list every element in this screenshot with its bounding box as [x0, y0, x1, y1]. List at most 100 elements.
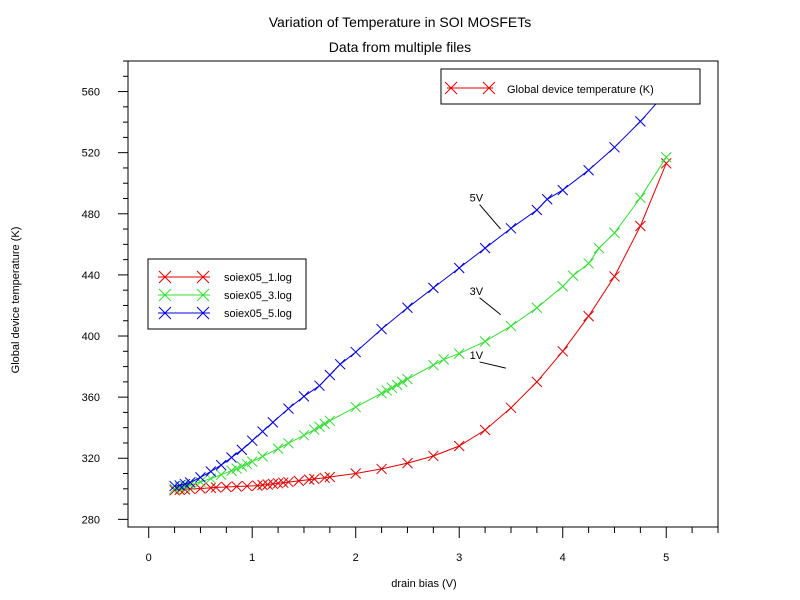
data-point: [531, 302, 543, 314]
legend-item-soiex05_1.log: soiex05_1.log: [158, 270, 292, 284]
data-point: [257, 479, 268, 491]
data-point: [427, 359, 439, 371]
legend-main: Global device temperature (K): [440, 68, 701, 105]
y-tick-label: 560: [82, 87, 100, 99]
data-point: [635, 220, 646, 232]
data-point: [283, 403, 294, 414]
y-tick-label: 400: [82, 331, 100, 343]
series-soiex05_1.log: [169, 158, 672, 496]
y-tick-label: 360: [82, 392, 100, 404]
data-point: [298, 429, 310, 441]
data-point: [583, 258, 594, 269]
data-point: [324, 471, 336, 483]
data-point: [195, 476, 206, 488]
data-point: [660, 151, 672, 163]
data-point: [283, 476, 294, 488]
data-point: [246, 456, 258, 467]
data-point: [236, 460, 248, 472]
data-point: [293, 475, 305, 487]
data-point: [438, 354, 450, 365]
data-point: [205, 466, 217, 477]
data-point: [453, 348, 465, 359]
data-point: [609, 141, 620, 153]
series-line: [174, 157, 667, 490]
y-tick-label: 280: [82, 514, 100, 526]
data-point: [308, 424, 320, 436]
data-point: [308, 473, 320, 485]
data-point: [319, 418, 331, 430]
legend-marker: [196, 288, 210, 302]
data-point: [231, 463, 243, 474]
data-point: [402, 373, 413, 385]
data-point: [241, 458, 253, 470]
y-tick-label: 520: [82, 148, 100, 160]
data-point: [402, 457, 413, 469]
data-point: [324, 369, 336, 381]
axes: 280 320 360 400 440 480 520 560 0 1 2 3 4 5: [82, 60, 719, 564]
data-point: [505, 402, 517, 414]
data-point: [609, 227, 620, 239]
legend-main-marker: [444, 81, 458, 95]
data-point: [557, 345, 569, 357]
data-point: [272, 443, 284, 454]
data-point: [583, 310, 594, 322]
legend-main-label: Global device temperature (K): [507, 84, 654, 96]
legend-series-items: soiex05_1.log soiex05_3.log soiex05_5.log: [158, 270, 292, 320]
data-point: [350, 346, 362, 358]
data-point: [314, 421, 325, 433]
annotation-label: 3V: [470, 286, 484, 298]
data-point: [215, 469, 227, 481]
legend-item-soiex05_3.log: soiex05_3.log: [158, 288, 292, 302]
data-point: [319, 472, 331, 484]
data-point: [381, 385, 393, 396]
x-tick-label: 5: [663, 552, 669, 564]
legend-marker: [158, 306, 172, 320]
data-point: [505, 222, 517, 234]
annotation-pointer: [479, 204, 502, 230]
legend-marker: [196, 270, 210, 284]
legend-item-soiex05_5.log: soiex05_5.log: [158, 306, 292, 320]
data-point: [226, 452, 237, 463]
data-point: [241, 480, 253, 492]
data-point: [505, 320, 517, 332]
data-point: [272, 477, 284, 489]
x-tick-label: 4: [560, 552, 566, 564]
legend-marker: [196, 306, 210, 320]
data-point: [391, 379, 403, 391]
data-point: [402, 302, 413, 314]
data-point: [169, 480, 180, 492]
chart-title: Variation of Temperature in SOI MOSFETs: [269, 14, 531, 30]
data-point: [246, 435, 258, 447]
y-tick-label: 320: [82, 453, 100, 465]
legend-series-box: [147, 258, 307, 330]
data-point: [531, 376, 543, 388]
data-point: [635, 115, 646, 127]
data-point: [257, 426, 268, 437]
annotation-pointer: [479, 297, 501, 316]
data-point: [376, 387, 387, 399]
data-point: [453, 440, 465, 452]
data-point: [210, 482, 222, 493]
data-point: [567, 270, 579, 282]
annotation-layer: 5V 3V 1V: [470, 193, 506, 369]
data-point: [231, 481, 243, 492]
data-point: [277, 477, 289, 489]
data-point: [350, 401, 362, 413]
data-point: [635, 192, 646, 204]
legend-marker: [158, 270, 172, 284]
data-point: [220, 481, 232, 493]
y-axis-label: Global device temperature (K): [10, 227, 22, 374]
data-point: [396, 376, 408, 388]
chart-subtitle: Data from multiple files: [329, 39, 471, 55]
legend-main-marker: [482, 81, 496, 95]
data-point: [376, 323, 387, 335]
data-point: [236, 444, 248, 456]
data-point: [386, 382, 398, 394]
legend-marker: [158, 288, 172, 302]
data-point: [427, 450, 439, 462]
data-point: [303, 474, 315, 485]
data-point: [583, 164, 594, 176]
data-point: [257, 451, 268, 462]
series-soiex05_5.log: [169, 86, 672, 492]
